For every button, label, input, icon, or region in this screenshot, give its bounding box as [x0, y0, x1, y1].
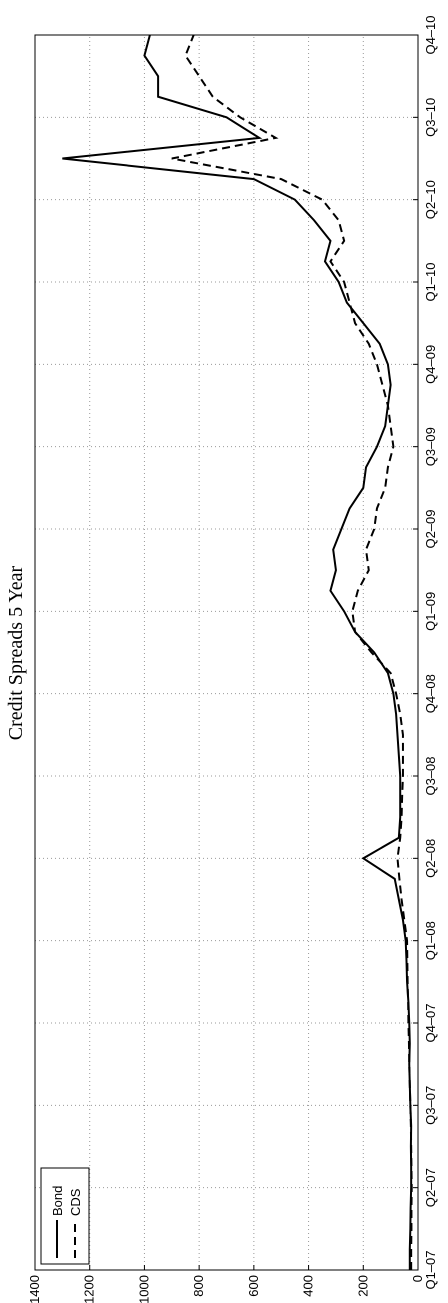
y-tick-label: 1400: [27, 1275, 42, 1303]
plot-frame: [34, 34, 419, 1271]
y-tick-label: 800: [191, 1275, 206, 1297]
y-tick-label: 200: [355, 1275, 370, 1297]
rotated-plot: Credit Spreads 5 Year 0 200 400 600 800 1000 1…: [5, 15, 438, 1303]
x-tick-label: Q3–07: [423, 1086, 438, 1125]
x-tick-label: Q2–07: [423, 1168, 438, 1207]
x-tick-label: Q1–09: [423, 592, 438, 631]
x-tick-label: Q1–08: [423, 921, 438, 960]
x-tick-label: Q1–10: [423, 262, 438, 301]
x-tick-label: Q4–08: [423, 674, 438, 713]
y-tick-label: 1000: [136, 1275, 151, 1303]
x-tick-label: Q4–07: [423, 1003, 438, 1042]
data-line: [171, 34, 413, 1270]
x-tick-label: Q4–10: [423, 15, 438, 54]
y-tick-label: 1200: [82, 1275, 97, 1303]
x-tick-label: Q3–10: [423, 98, 438, 137]
x-tick-label: Q3–08: [423, 756, 438, 795]
y-tick-label: 600: [246, 1275, 261, 1297]
data-line: [62, 34, 413, 1270]
x-tick-label: Q1–07: [423, 1250, 438, 1289]
chart-title: Credit Spreads 5 Year: [5, 565, 27, 740]
x-tick-label: Q2–08: [423, 839, 438, 878]
legend-label: CDS: [68, 1188, 83, 1216]
legend-label: Bond: [50, 1186, 65, 1216]
x-tick-label: Q3–09: [423, 427, 438, 466]
y-tick-label: 0: [410, 1275, 425, 1282]
x-tick-label: Q2–10: [423, 180, 438, 219]
y-tick-label: 400: [301, 1275, 316, 1297]
x-tick-label: Q2–09: [423, 509, 438, 548]
x-tick-label: Q4–09: [423, 345, 438, 384]
legend-box: [40, 1167, 90, 1265]
